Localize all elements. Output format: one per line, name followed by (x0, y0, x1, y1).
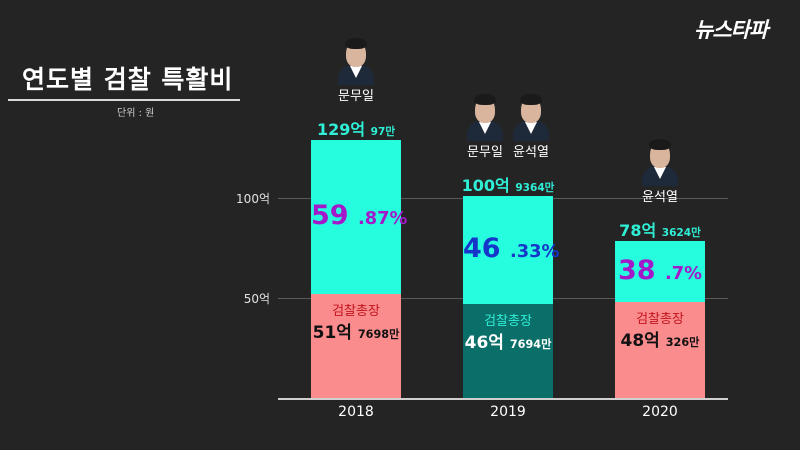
x-axis-baseline (278, 398, 728, 400)
value-main: 46 (463, 233, 501, 265)
person-name-label: 윤석열 (642, 190, 678, 206)
bar-total-label: 78억 3624만 (619, 217, 701, 241)
bar-lower-segment (311, 294, 401, 398)
bar-total-label: 100억 9364만 (462, 172, 555, 196)
value-sub: 7698만 (357, 328, 400, 342)
hair-shape (520, 94, 542, 106)
shirt-collar (525, 122, 537, 135)
shirt-collar (479, 122, 491, 135)
person-portrait (465, 91, 505, 142)
bar-lower-value-label: 51억 7698만 (311, 318, 401, 343)
bar-upper-segment (615, 241, 705, 302)
value-main: 78억 (619, 221, 657, 241)
bar-percentage-label: 38 .7% (615, 255, 705, 286)
person-name-label: 문무일 (338, 88, 374, 104)
x-tick-label: 2019 (490, 404, 526, 420)
bar-lower-segment (463, 304, 553, 398)
bar-total-label: 129억 97만 (317, 116, 395, 140)
bar-percentage-label: 46 .33% (463, 233, 559, 265)
value-sub: .87% (357, 208, 408, 230)
bar-upper-segment (463, 196, 553, 305)
shirt-collar (654, 167, 666, 180)
value-main: 100억 (461, 176, 510, 196)
bar-upper-segment (311, 139, 401, 295)
bar-lower-category-label: 검찰총장 (332, 304, 380, 320)
value-sub: 9364만 (515, 182, 555, 195)
value-main: 129억 (316, 119, 366, 139)
value-sub: 7694만 (509, 338, 552, 352)
value-main: 59 (311, 200, 349, 232)
bar-percentage-label: 59 .87% (311, 200, 407, 232)
person-portrait (511, 91, 551, 142)
hair-shape (474, 94, 496, 106)
person-portrait (336, 35, 376, 85)
bar-lower-value-label: 48억 326만 (615, 326, 705, 351)
bar-lower-category-label: 검찰총장 (636, 311, 684, 327)
value-sub: .7% (664, 262, 702, 284)
person-portrait (640, 136, 680, 187)
value-sub: 97만 (370, 125, 396, 138)
value-main: 51억 (312, 323, 352, 344)
person-name-label: 문무일 (467, 145, 503, 161)
hair-shape (345, 37, 367, 49)
hair-shape (649, 139, 671, 151)
brand-logo: 뉴스타파 (694, 17, 768, 42)
value-sub: .33% (509, 241, 560, 263)
x-tick-label: 2020 (642, 404, 678, 420)
page-title: 연도별 검찰 특활비 (22, 65, 234, 94)
value-sub: 326만 (665, 335, 700, 349)
value-main: 46억 (464, 333, 504, 354)
unit-label: 단위 : 원 (117, 108, 155, 119)
value-main: 38 (618, 254, 656, 286)
value-main: 48억 (620, 330, 660, 351)
bar-lower-value-label: 46억 7694만 (463, 328, 553, 353)
bar-lower-segment (615, 301, 705, 398)
person-name-label: 윤석열 (513, 145, 549, 161)
y-tick-label: 50억 (243, 292, 270, 306)
title-underline (8, 99, 240, 101)
x-tick-label: 2018 (338, 404, 374, 420)
y-tick-label: 100억 (236, 192, 270, 206)
value-sub: 3624만 (661, 227, 701, 240)
bar-lower-category-label: 검찰총장 (484, 314, 532, 330)
shirt-collar (350, 65, 362, 78)
